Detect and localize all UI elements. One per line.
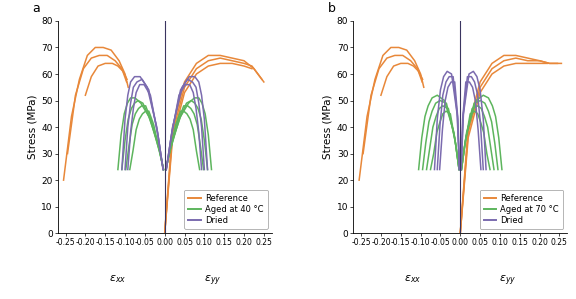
Text: $\varepsilon_{yy}$: $\varepsilon_{yy}$ — [203, 274, 221, 288]
Text: $\varepsilon_{xx}$: $\varepsilon_{xx}$ — [404, 274, 422, 285]
Text: b: b — [328, 1, 335, 15]
Text: a: a — [32, 1, 40, 15]
Legend: Reference, Aged at 70 °C, Dried: Reference, Aged at 70 °C, Dried — [480, 190, 563, 229]
Text: $\varepsilon_{xx}$: $\varepsilon_{xx}$ — [108, 274, 126, 285]
Legend: Reference, Aged at 40 °C, Dried: Reference, Aged at 40 °C, Dried — [184, 190, 268, 229]
Y-axis label: Stress (MPa): Stress (MPa) — [323, 95, 333, 159]
Y-axis label: Stress (MPa): Stress (MPa) — [27, 95, 37, 159]
Text: $\varepsilon_{yy}$: $\varepsilon_{yy}$ — [499, 274, 517, 288]
